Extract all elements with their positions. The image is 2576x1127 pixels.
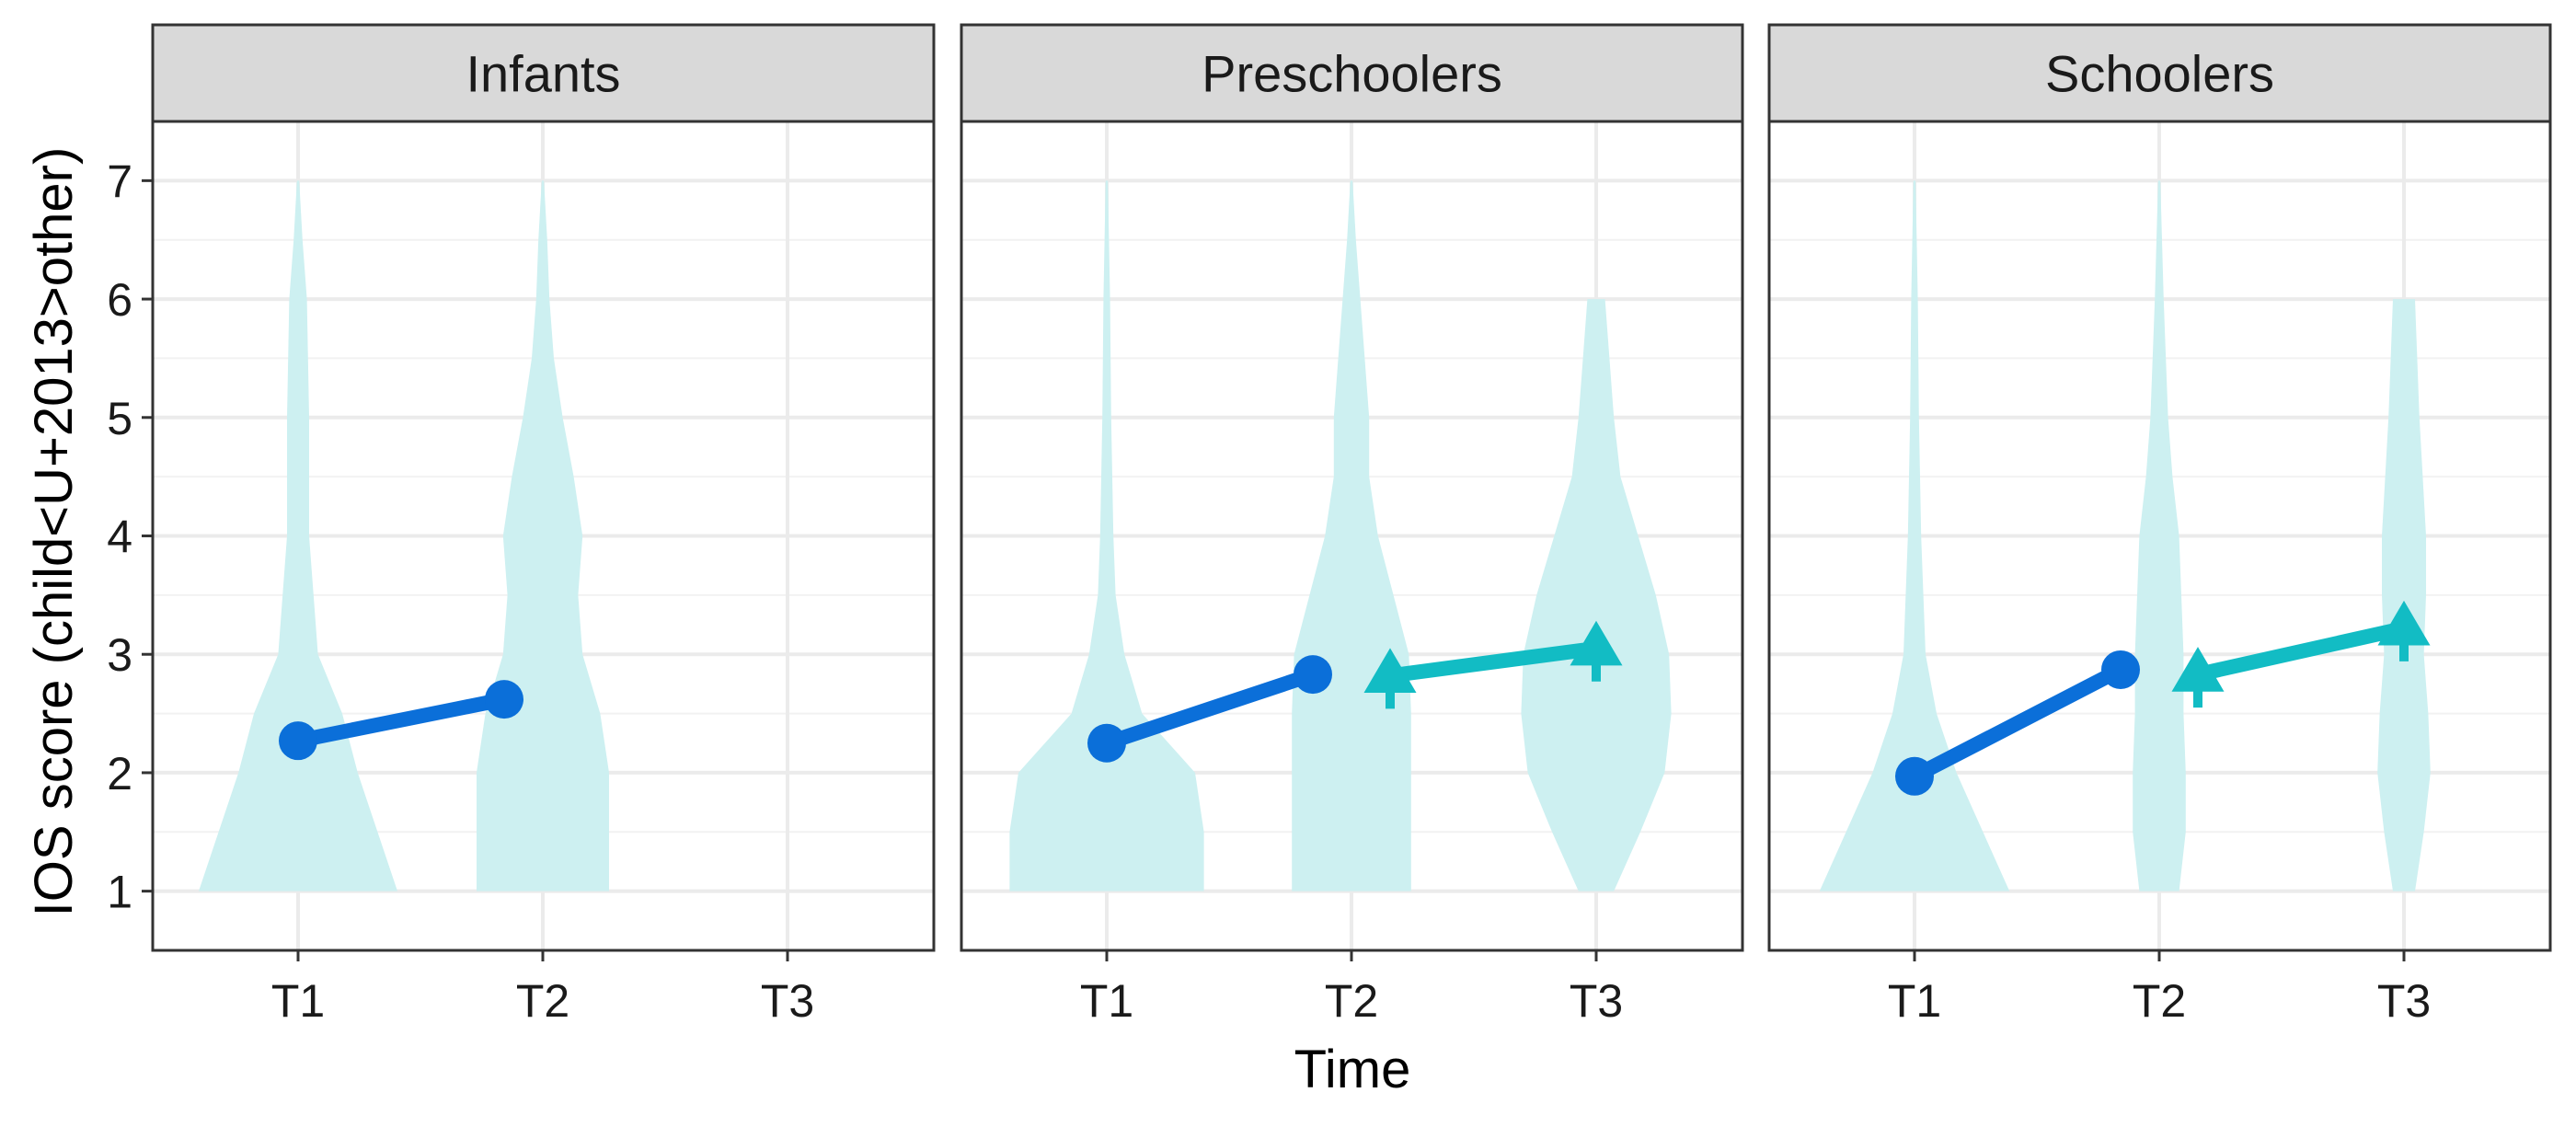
circle-point xyxy=(1087,723,1126,763)
y-tick-label: 2 xyxy=(107,748,132,799)
panel: Preschoolers T1 T2 T3 xyxy=(960,23,1744,1027)
panel-strip xyxy=(151,23,936,123)
panel: Infants T1 T2 T3 xyxy=(151,23,936,1027)
panel-title: Infants xyxy=(466,45,620,103)
y-axis: 1 2 3 4 5 6 7 xyxy=(107,155,153,918)
y-tick-label: 1 xyxy=(107,867,132,918)
x-tick-label: T2 xyxy=(1325,975,1378,1027)
series-line xyxy=(2191,620,2411,683)
violin xyxy=(2377,299,2431,891)
y-tick-label: 7 xyxy=(107,155,132,207)
y-tick-label: 3 xyxy=(107,629,132,681)
y-axis-title: IOS score (child<U+2013>other) xyxy=(24,147,84,917)
y-tick-label: 6 xyxy=(107,274,132,326)
circle-point xyxy=(1895,756,1934,796)
triangle-point xyxy=(1363,648,1417,693)
x-tick-label: T1 xyxy=(1080,975,1133,1027)
panel-strip xyxy=(960,23,1744,123)
series-line xyxy=(1907,661,2128,784)
violin xyxy=(1009,180,1204,891)
series-line xyxy=(1099,667,1320,751)
x-tick-label: T2 xyxy=(2133,975,2186,1027)
x-axis-title: Time xyxy=(1294,1040,1411,1099)
violin xyxy=(2133,180,2186,891)
series-line xyxy=(1383,640,1604,684)
circle-point xyxy=(279,721,317,761)
x-tick-label: T3 xyxy=(761,975,814,1027)
x-tick-label: T1 xyxy=(1888,975,1941,1027)
circle-point xyxy=(2101,650,2140,689)
x-tick-label: T2 xyxy=(516,975,569,1027)
series-line xyxy=(291,692,512,749)
violin xyxy=(1292,180,1411,891)
x-tick-label: T3 xyxy=(1570,975,1623,1027)
circle-point xyxy=(485,680,523,719)
y-tick-label: 5 xyxy=(107,393,132,444)
triangle-point xyxy=(2377,600,2431,646)
triangle-point xyxy=(2171,647,2225,692)
x-tick-label: T1 xyxy=(271,975,325,1027)
circle-point xyxy=(1294,655,1332,695)
panel-title: Preschoolers xyxy=(1202,45,1502,103)
panel: Schoolers T1 T2 T3 xyxy=(1767,23,2552,1027)
panel-title: Schoolers xyxy=(2045,45,2274,103)
violin xyxy=(199,180,397,891)
violin xyxy=(1521,299,1672,891)
x-tick-label: T3 xyxy=(2377,975,2431,1027)
triangle-point xyxy=(1570,620,1623,666)
y-tick-label: 4 xyxy=(107,512,132,563)
violin xyxy=(1819,180,2010,891)
